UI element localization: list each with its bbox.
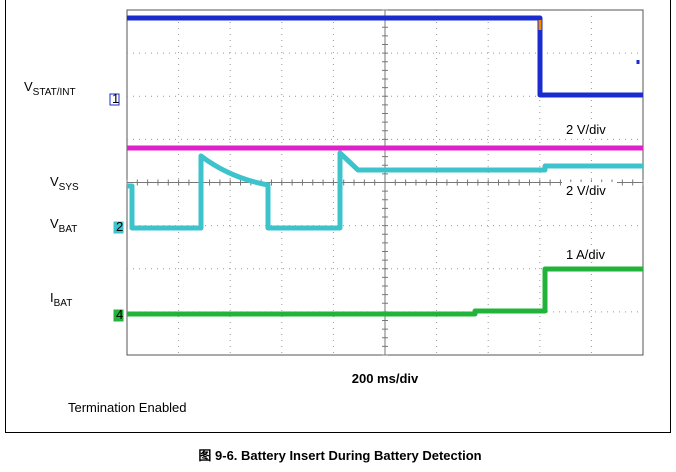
marker-2: 2 [116,219,123,234]
caption: 图 9-6. Battery Insert During Battery Det… [198,448,481,463]
label-sys: VSYS [50,174,79,193]
traces [127,15,643,317]
marker-4: 4 [116,307,123,322]
frame [5,0,671,433]
scale-sys: 2 V/div [566,183,606,198]
channel-markers: 1 2 4 [109,91,124,322]
label-stat: VSTAT/INT [24,79,76,98]
note: Termination Enabled [68,400,187,415]
scale-stat: 2 V/div [566,122,606,137]
trace-bat [127,150,643,231]
scale-ibat: 1 A/div [566,247,606,262]
marker-1: 1 [112,91,119,106]
label-bat: VBAT [50,216,77,235]
trace-ibat [127,266,643,317]
label-ibat: IBAT [50,290,72,309]
timebase: 200 ms/div [352,371,419,386]
channel-labels: VSTAT/INT VSYS VBAT IBAT [24,79,79,309]
trace-stat [127,15,643,98]
